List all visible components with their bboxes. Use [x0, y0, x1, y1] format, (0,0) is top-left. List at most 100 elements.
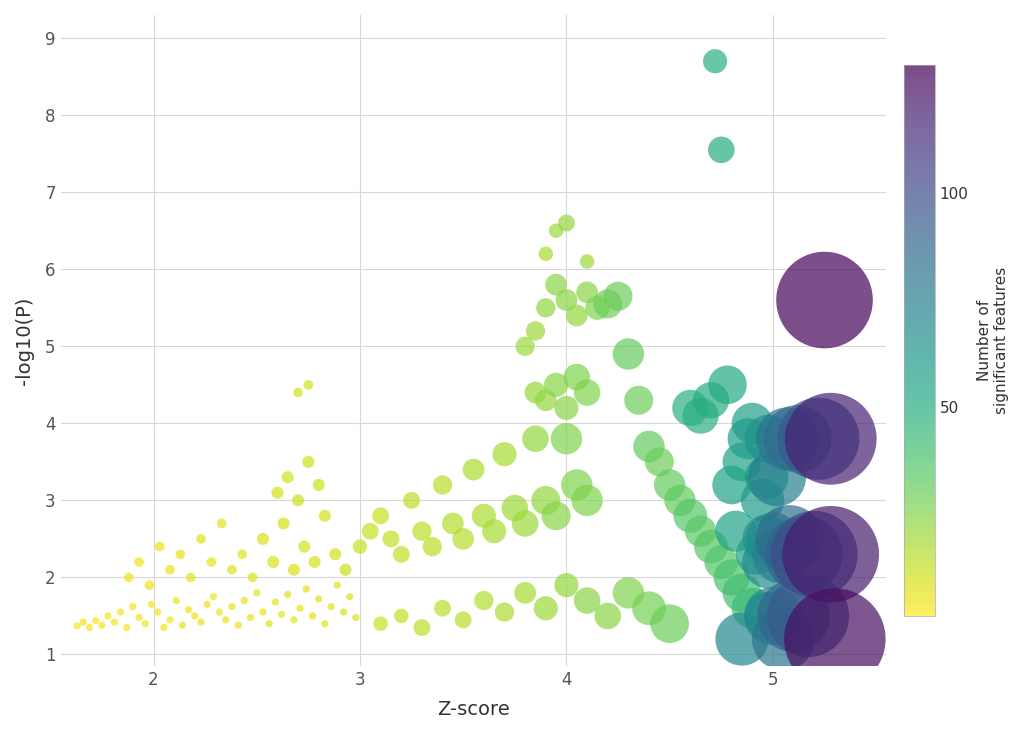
Point — [275, 517, 292, 529]
Point — [702, 541, 719, 553]
Point — [121, 572, 137, 584]
Point — [476, 510, 493, 522]
Point — [87, 614, 103, 626]
Point — [755, 495, 771, 506]
Point — [497, 606, 513, 618]
Point — [94, 619, 111, 631]
Point — [734, 633, 751, 645]
Point — [517, 341, 534, 352]
Point — [362, 526, 379, 537]
Point — [75, 617, 91, 628]
Point — [255, 533, 271, 545]
Point — [203, 556, 219, 568]
Point — [444, 517, 461, 529]
Point — [568, 310, 585, 321]
Point — [662, 479, 678, 491]
Point — [298, 583, 314, 595]
Point — [403, 495, 420, 506]
Point — [245, 572, 261, 584]
Point — [234, 548, 251, 560]
Point — [713, 556, 729, 568]
Point — [286, 614, 302, 625]
Point — [292, 603, 308, 614]
Point — [224, 564, 241, 575]
Point — [692, 410, 709, 421]
Point — [538, 603, 554, 614]
Point — [548, 510, 564, 522]
Point — [265, 556, 282, 568]
Point — [734, 456, 751, 468]
Point — [337, 564, 353, 575]
Point — [579, 255, 595, 267]
Point — [100, 610, 117, 622]
Point — [476, 595, 493, 606]
Point — [310, 593, 327, 605]
Point — [599, 610, 615, 622]
Point — [744, 418, 761, 429]
Point — [156, 622, 172, 633]
Point — [199, 598, 215, 610]
Point — [211, 606, 227, 618]
Point — [779, 433, 796, 445]
Point — [631, 394, 647, 406]
Point — [316, 618, 333, 630]
Point — [182, 572, 199, 584]
Point — [261, 618, 278, 630]
Point — [348, 611, 365, 623]
Y-axis label: Number of
significant features: Number of significant features — [977, 267, 1009, 414]
Point — [465, 464, 481, 476]
Point — [822, 548, 839, 560]
Point — [168, 595, 184, 606]
Point — [621, 348, 637, 360]
Point — [193, 617, 209, 628]
Point — [759, 471, 775, 483]
Point — [131, 556, 147, 568]
Point — [548, 279, 564, 291]
Point — [558, 294, 574, 306]
Point — [558, 433, 574, 445]
Point — [579, 495, 595, 506]
Point — [790, 433, 806, 445]
Point — [599, 298, 615, 310]
Point — [568, 371, 585, 383]
Point — [455, 614, 471, 625]
Point — [682, 510, 698, 522]
Point — [213, 517, 229, 529]
Point — [393, 548, 410, 560]
Point — [162, 614, 178, 625]
Point — [702, 394, 719, 406]
Point — [414, 622, 430, 633]
Point — [280, 471, 296, 483]
Point — [131, 611, 147, 623]
Point — [316, 510, 333, 522]
Point — [290, 495, 306, 506]
Point — [769, 471, 785, 483]
Point — [558, 217, 574, 229]
Point — [143, 598, 160, 610]
Point — [740, 433, 757, 445]
Point — [589, 302, 605, 313]
Point — [373, 618, 389, 630]
Point — [579, 286, 595, 298]
Point — [538, 302, 554, 313]
Point — [761, 556, 777, 568]
Point — [434, 479, 451, 491]
Point — [186, 610, 203, 622]
Point — [304, 610, 321, 622]
Point — [517, 587, 534, 599]
Point — [273, 608, 290, 620]
Point — [692, 526, 709, 537]
Point — [641, 440, 657, 452]
Point — [327, 548, 343, 560]
Y-axis label: -log10(P): -log10(P) — [15, 297, 34, 385]
X-axis label: Z-score: Z-score — [437, 700, 510, 719]
Point — [816, 294, 833, 306]
Point — [300, 456, 316, 468]
Point — [237, 595, 253, 606]
Point — [781, 533, 798, 545]
Point — [329, 579, 345, 591]
Point — [568, 479, 585, 491]
Point — [538, 248, 554, 260]
Point — [785, 610, 802, 622]
Point — [373, 510, 389, 522]
